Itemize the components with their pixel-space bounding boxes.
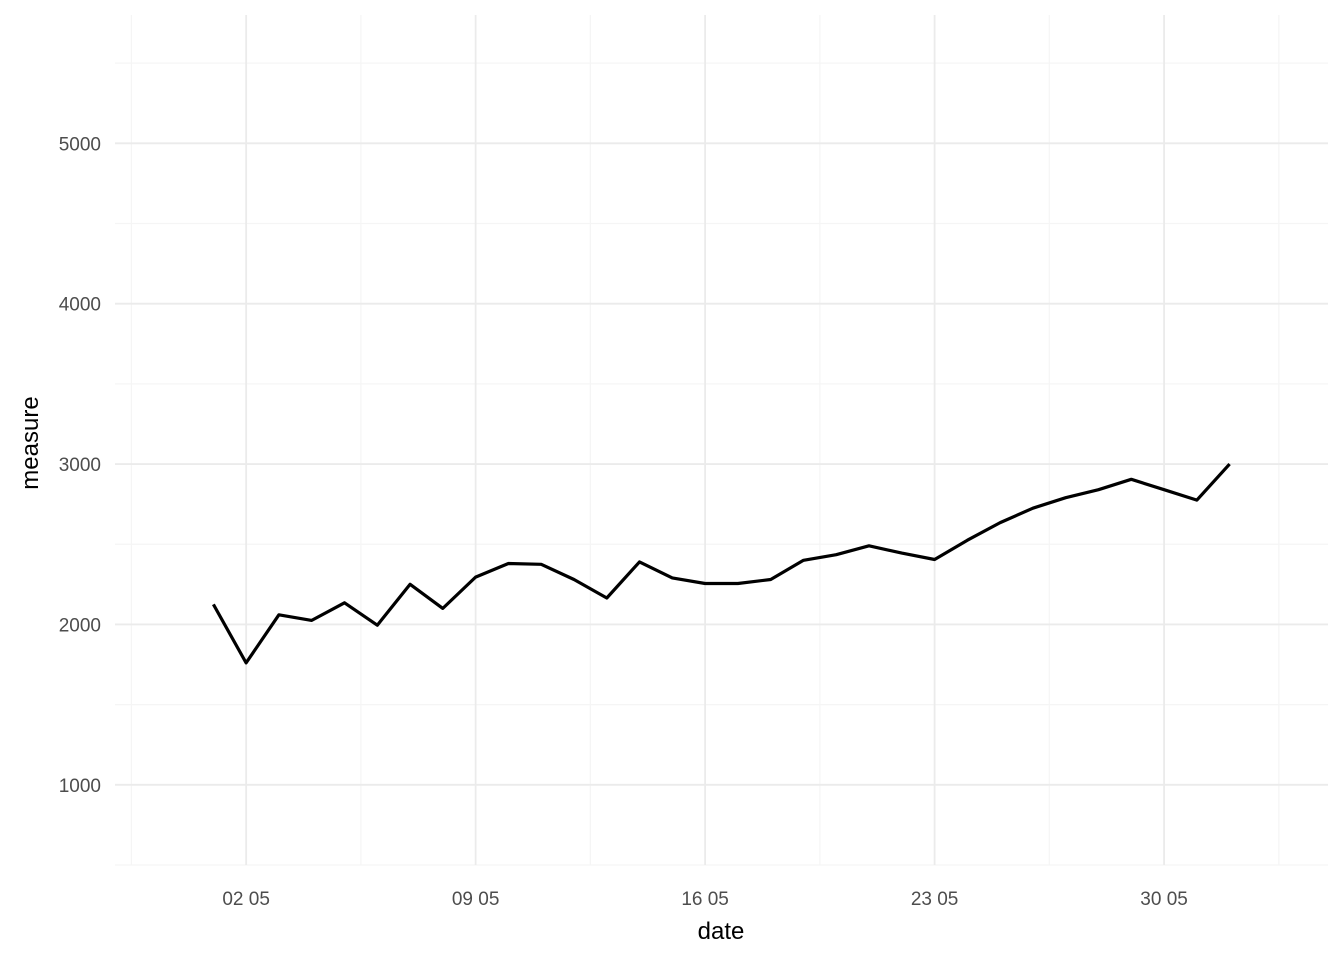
x-tick-label: 30 05: [1140, 889, 1188, 910]
x-tick-label: 02 05: [222, 889, 270, 910]
y-tick-label: 4000: [59, 295, 101, 316]
x-axis-tick-labels: 02 05 09 05 16 05 23 05 30 05: [222, 889, 1187, 910]
y-axis-tick-labels: 1000 2000 3000 4000 5000: [59, 134, 101, 797]
series-layer: [212, 463, 1231, 665]
x-tick-label: 23 05: [911, 889, 959, 910]
x-tick-label: 16 05: [681, 889, 729, 910]
y-axis-title: measure: [17, 396, 44, 489]
x-axis-title: date: [698, 918, 745, 945]
y-tick-label: 5000: [59, 134, 101, 155]
x-tick-label: 09 05: [452, 889, 500, 910]
y-tick-label: 1000: [59, 776, 101, 797]
series-line: [212, 463, 1231, 665]
y-tick-label: 2000: [59, 615, 101, 636]
major-gridlines: [115, 15, 1328, 865]
y-tick-label: 3000: [59, 455, 101, 476]
minor-gridlines: [115, 15, 1328, 866]
